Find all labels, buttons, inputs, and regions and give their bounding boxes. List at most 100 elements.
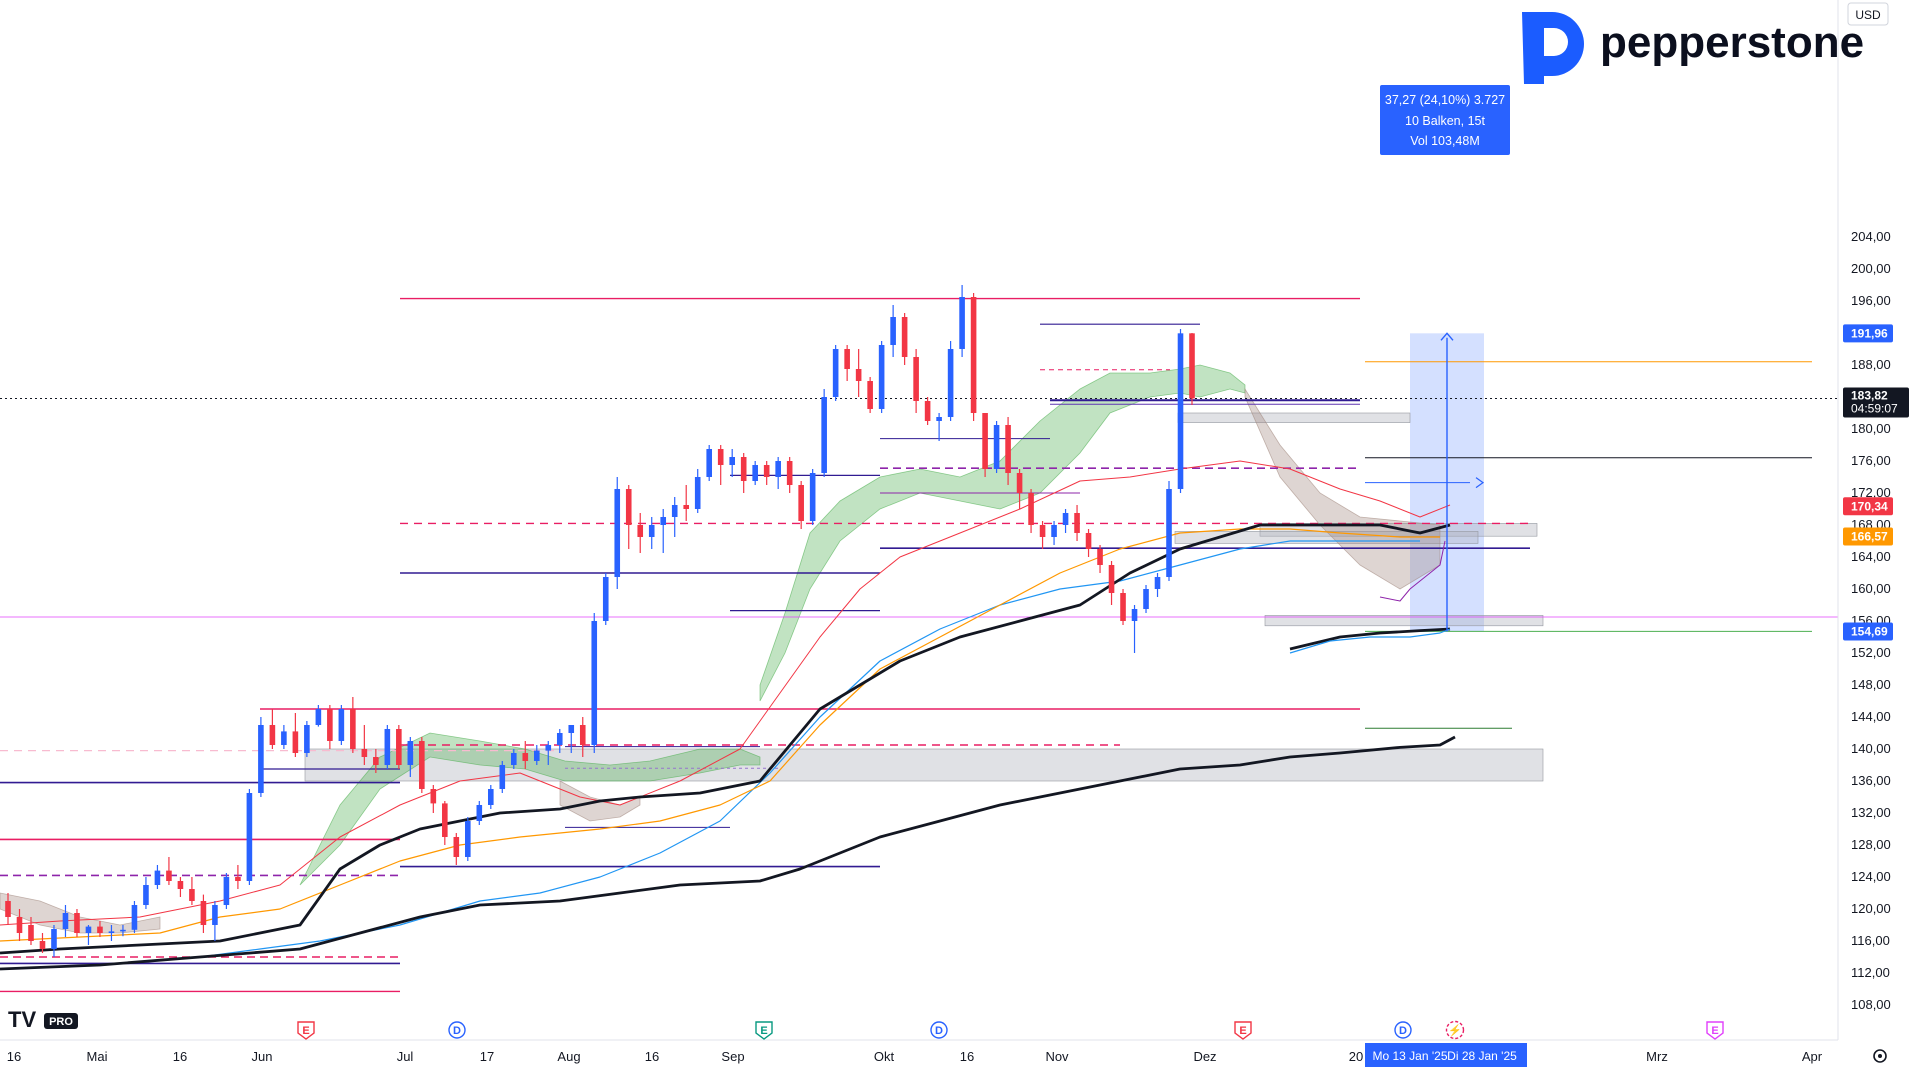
settings-gear-icon[interactable] (1873, 1049, 1887, 1063)
price-tick: 136,00 (1851, 773, 1891, 788)
candle-body (510, 753, 517, 765)
time-tick: Apr (1802, 1049, 1823, 1064)
price-tick: 112,00 (1851, 965, 1890, 980)
time-tick: 16 (960, 1049, 974, 1064)
price-tag (1843, 324, 1893, 343)
candle-body (1177, 333, 1184, 489)
event-dividend-icon[interactable] (930, 1021, 948, 1039)
candle-body (200, 901, 207, 925)
svg-text:37,27 (24,10%) 3.727: 37,27 (24,10%) 3.727 (1385, 93, 1505, 107)
candle-body (5, 901, 11, 917)
candle-body (591, 621, 598, 745)
time-tick: Jul (397, 1049, 414, 1064)
candle-body (533, 750, 540, 761)
event-earnings-icon[interactable] (1706, 1021, 1724, 1040)
price-tick: 140,00 (1851, 741, 1891, 756)
candle-body (867, 381, 873, 409)
time-tick: Mrz (1646, 1049, 1668, 1064)
candle-body (878, 345, 885, 409)
candle-body (1005, 425, 1011, 473)
currency-selector[interactable]: USD (1847, 2, 1889, 26)
price-tick: 128,00 (1851, 837, 1891, 852)
ma-black-3 (1289, 627, 1451, 651)
event-dividend-icon[interactable] (448, 1021, 466, 1039)
candle-body (959, 297, 965, 349)
candle-body (1039, 525, 1046, 537)
svg-text:Vol 103,48M: Vol 103,48M (1410, 134, 1480, 148)
time-tick: 16 (173, 1049, 187, 1064)
svg-text:pepperstone: pepperstone (1600, 18, 1864, 67)
candle-body (614, 489, 621, 577)
candle-body (453, 837, 460, 857)
event-dividend-icon[interactable] (1394, 1021, 1412, 1039)
candle-body (775, 461, 781, 477)
event-earnings-icon[interactable] (297, 1021, 315, 1040)
price-tick: 204,00 (1851, 229, 1891, 244)
candle-body (717, 449, 724, 465)
price-tick: 172,00 (1851, 485, 1891, 500)
event-markers[interactable]: E D E D E D ⚡ E (297, 1020, 1724, 1040)
candle-body (1062, 513, 1069, 525)
event-letter: E (1711, 1025, 1718, 1037)
price-tick: 196,00 (1851, 293, 1891, 308)
candle-body (223, 877, 230, 905)
candle-body (602, 577, 609, 621)
candle-body (1120, 593, 1126, 621)
candle-body (154, 870, 161, 885)
event-news-icon[interactable] (1445, 1020, 1465, 1040)
event-earnings-icon[interactable] (755, 1021, 773, 1040)
candle-body (1097, 549, 1103, 565)
time-tick: 20 (1349, 1049, 1363, 1064)
candle-body (694, 477, 701, 509)
candle-body (568, 725, 575, 733)
ma-red (0, 460, 1451, 926)
svg-text:USD: USD (1855, 8, 1881, 22)
candle-body (338, 709, 345, 741)
event-earnings-icon[interactable] (1234, 1021, 1252, 1040)
candle-body (809, 473, 816, 521)
candle-body (327, 709, 333, 741)
candle-body (235, 877, 241, 881)
time-axis[interactable]: 16 Mai 16 Jun Jul 17 Aug 16 Sep Okt 16 Nov Dez 20 Mrz A… (0, 1039, 1887, 1067)
price-axis[interactable]: 108,00 112,00 116,00 120,00 124,00 128,00 132,… (1837, 0, 1909, 1040)
candle-body (901, 317, 908, 357)
candle-body (419, 741, 425, 789)
candle-body (51, 929, 57, 949)
candle-body (97, 926, 103, 933)
price-tick: 144,00 (1851, 709, 1891, 724)
candle-body (545, 745, 552, 751)
ma-blue-2 (1289, 628, 1451, 654)
candle-body (85, 926, 92, 933)
candle-body (373, 757, 379, 765)
event-letter: D (1399, 1025, 1407, 1037)
candle-body (844, 349, 850, 369)
price-tick: 148,00 (1851, 677, 1891, 692)
candle-body (890, 317, 896, 345)
candle-body (832, 349, 839, 397)
time-tick: 17 (480, 1049, 494, 1064)
price-tick: 132,00 (1851, 805, 1891, 820)
candle-body (913, 357, 919, 401)
price-tag-label: 166,57 (1851, 529, 1888, 543)
price-tick: 188,00 (1851, 357, 1891, 372)
candle-body (579, 725, 586, 745)
time-tick: Mai (87, 1049, 108, 1064)
pepperstone-logo: pepperstone (1522, 12, 1864, 84)
candle-body (1108, 565, 1115, 593)
price-tick: 160,00 (1851, 581, 1891, 596)
event-letter: E (760, 1025, 767, 1037)
price-tag (1843, 497, 1893, 516)
candle-body (430, 789, 437, 804)
green-cloud (299, 732, 761, 886)
candle-body (671, 505, 678, 517)
candle-body (740, 457, 747, 481)
candle-body (763, 465, 770, 477)
candle-body (177, 881, 184, 889)
svg-text:10 Balken, 15t: 10 Balken, 15t (1405, 114, 1485, 128)
price-tag (1843, 622, 1893, 641)
candle-body (1016, 473, 1023, 493)
time-tick: Aug (557, 1049, 580, 1064)
time-tick: Nov (1045, 1049, 1069, 1064)
